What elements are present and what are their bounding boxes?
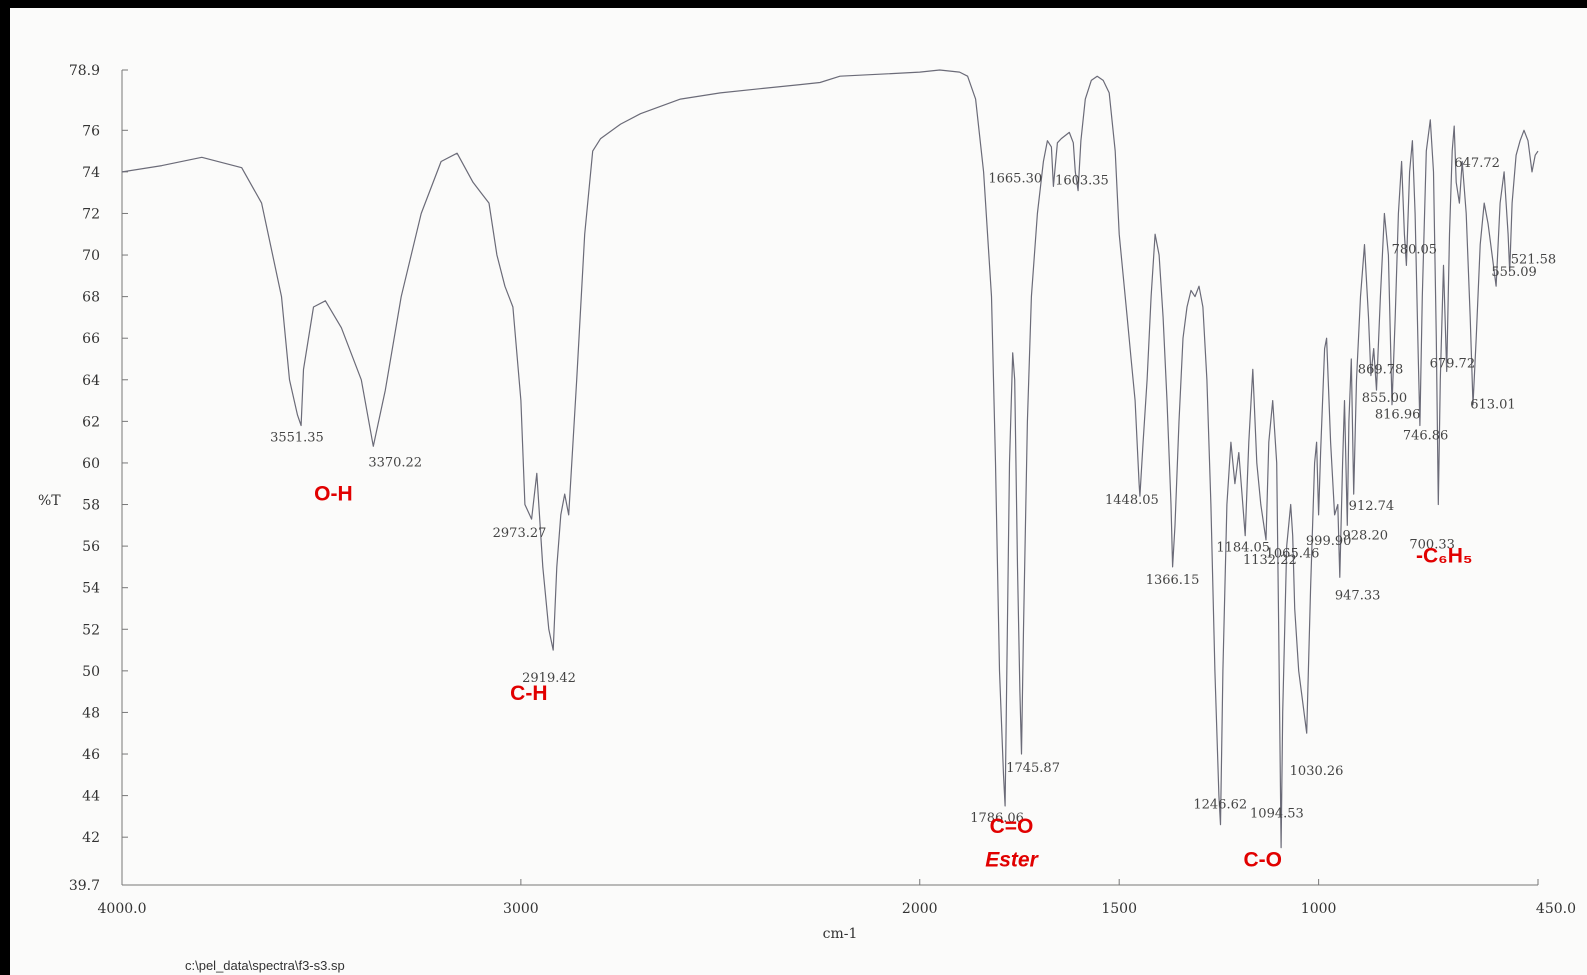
peak-label: 3551.35 <box>270 431 324 446</box>
y-tick-label: 74 <box>82 165 100 181</box>
peak-label: 912.74 <box>1349 499 1395 514</box>
x-tick-label: 3000 <box>503 901 539 917</box>
y-tick-label: 62 <box>82 414 100 430</box>
y-tick-label: 68 <box>82 290 100 306</box>
peak-label: 2919.42 <box>522 671 576 686</box>
spectrum-trace <box>121 69 1539 849</box>
peak-label: 3370.22 <box>368 455 422 470</box>
y-tick-label: 78.9 <box>69 63 100 79</box>
peak-label: 679.72 <box>1430 356 1476 371</box>
peak-label: 1448.05 <box>1105 493 1159 508</box>
peak-label: 613.01 <box>1470 398 1516 413</box>
peak-label: 1603.35 <box>1055 174 1109 189</box>
peak-label: 855.00 <box>1362 391 1408 406</box>
axes: 78.9 76 74 72 70 68 66 64 62 60 58 56 54 52 50 48 46 44 42… <box>69 63 1576 917</box>
functional-group-label: Ester <box>985 848 1039 871</box>
peak-label: 947.33 <box>1335 588 1381 603</box>
peak-label: 1132.22 <box>1243 553 1297 568</box>
x-tick-label: 2000 <box>902 901 938 917</box>
peak-label: 555.09 <box>1491 265 1537 280</box>
y-tick-label: 39.7 <box>69 878 100 894</box>
y-tick-label: 42 <box>82 830 100 846</box>
functional-group-label: C-O <box>1244 848 1283 871</box>
y-axis-label: %T <box>38 493 61 509</box>
peak-label: 700.33 <box>1409 538 1455 553</box>
y-tick-label: 60 <box>82 456 100 472</box>
functional-group-label: -C₆H₅ <box>1416 545 1473 568</box>
y-tick-label: 72 <box>82 206 100 222</box>
y-tick-label: 70 <box>82 248 100 264</box>
x-tick-label: 4000.0 <box>98 901 147 917</box>
peak-labels: 3551.35 3370.22 2973.27 2919.42 1786.06 1745.… <box>270 156 1556 826</box>
peak-label: 1745.87 <box>1006 761 1060 776</box>
y-tick-label: 52 <box>82 622 100 638</box>
functional-group-label: O-H <box>314 482 353 505</box>
peak-label: 746.86 <box>1403 429 1449 444</box>
functional-group-label: C-H <box>510 682 547 705</box>
y-tick-label: 66 <box>82 331 100 347</box>
y-tick-label: 58 <box>82 498 100 514</box>
peak-label: 999.90 <box>1306 534 1352 549</box>
peak-label: 1366.15 <box>1146 573 1200 588</box>
ir-spectrum-chart: 78.9 76 74 72 70 68 66 64 62 60 58 56 54 52 50 48 46 44 42… <box>38 63 1576 942</box>
y-tick-label: 44 <box>82 789 100 805</box>
peak-label: 2973.27 <box>493 526 547 541</box>
y-tick-label: 46 <box>82 747 100 763</box>
peak-label: 1184.05 <box>1216 541 1270 556</box>
peak-label: 1030.26 <box>1290 764 1344 779</box>
peak-label: 1094.53 <box>1250 807 1304 822</box>
peak-label: 928.20 <box>1343 528 1389 543</box>
peak-label: 1246.62 <box>1193 798 1247 813</box>
file-path: c:\pel_data\spectra\f3-s3.sp <box>185 958 345 973</box>
y-tick-label: 54 <box>82 581 100 597</box>
peak-label: 1665.30 <box>988 171 1042 186</box>
x-tick-label: 1000 <box>1301 901 1337 917</box>
peak-label: 1065.46 <box>1266 547 1320 562</box>
y-tick-label: 64 <box>82 373 100 389</box>
y-tick-label: 76 <box>82 123 100 139</box>
peak-label: 816.96 <box>1375 408 1421 423</box>
functional-group-label: C=O <box>990 815 1034 838</box>
spectrum-line <box>121 69 1539 849</box>
x-tick-label: 1500 <box>1101 901 1137 917</box>
peak-label: 780.05 <box>1392 242 1438 257</box>
peak-label: 647.72 <box>1454 156 1500 171</box>
peak-label: 521.58 <box>1511 253 1557 268</box>
y-tick-label: 56 <box>82 539 100 555</box>
y-tick-label: 48 <box>82 705 100 721</box>
x-axis-label: cm-1 <box>823 926 858 942</box>
group-annotations: O-H C-H C=O Ester C-O -C₆H₅ <box>314 482 1472 871</box>
peak-label: 869.78 <box>1358 363 1404 378</box>
spectrum-sheet: 78.9 76 74 72 70 68 66 64 62 60 58 56 54 52 50 48 46 44 42… <box>10 8 1587 975</box>
x-tick-label: 450.0 <box>1536 901 1576 917</box>
peak-label: 1786.06 <box>970 811 1024 826</box>
y-tick-label: 50 <box>82 664 100 680</box>
